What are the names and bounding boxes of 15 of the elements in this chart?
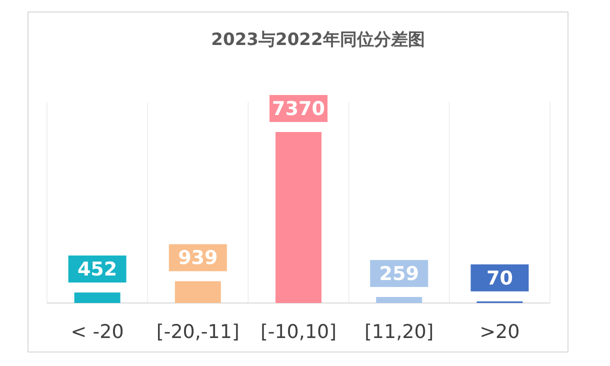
x-tick-label: >20 (480, 321, 520, 343)
bar (376, 296, 422, 303)
data-label: 939 (178, 247, 218, 270)
data-label: 70 (486, 267, 513, 290)
x-tick-label: [-10,10] (260, 321, 337, 343)
bar (174, 281, 221, 303)
bar (276, 132, 322, 303)
x-tick-label: [11,20] (364, 321, 434, 343)
x-tick-label: < -20 (70, 321, 124, 343)
data-label: 7370 (272, 98, 325, 120)
data-label: 259 (379, 262, 419, 285)
data-label: 452 (77, 258, 118, 281)
bar (74, 292, 120, 303)
x-tick-label: [-20,-11] (156, 321, 240, 343)
chart-title: 2023与2022年同位分差图 (211, 30, 425, 50)
